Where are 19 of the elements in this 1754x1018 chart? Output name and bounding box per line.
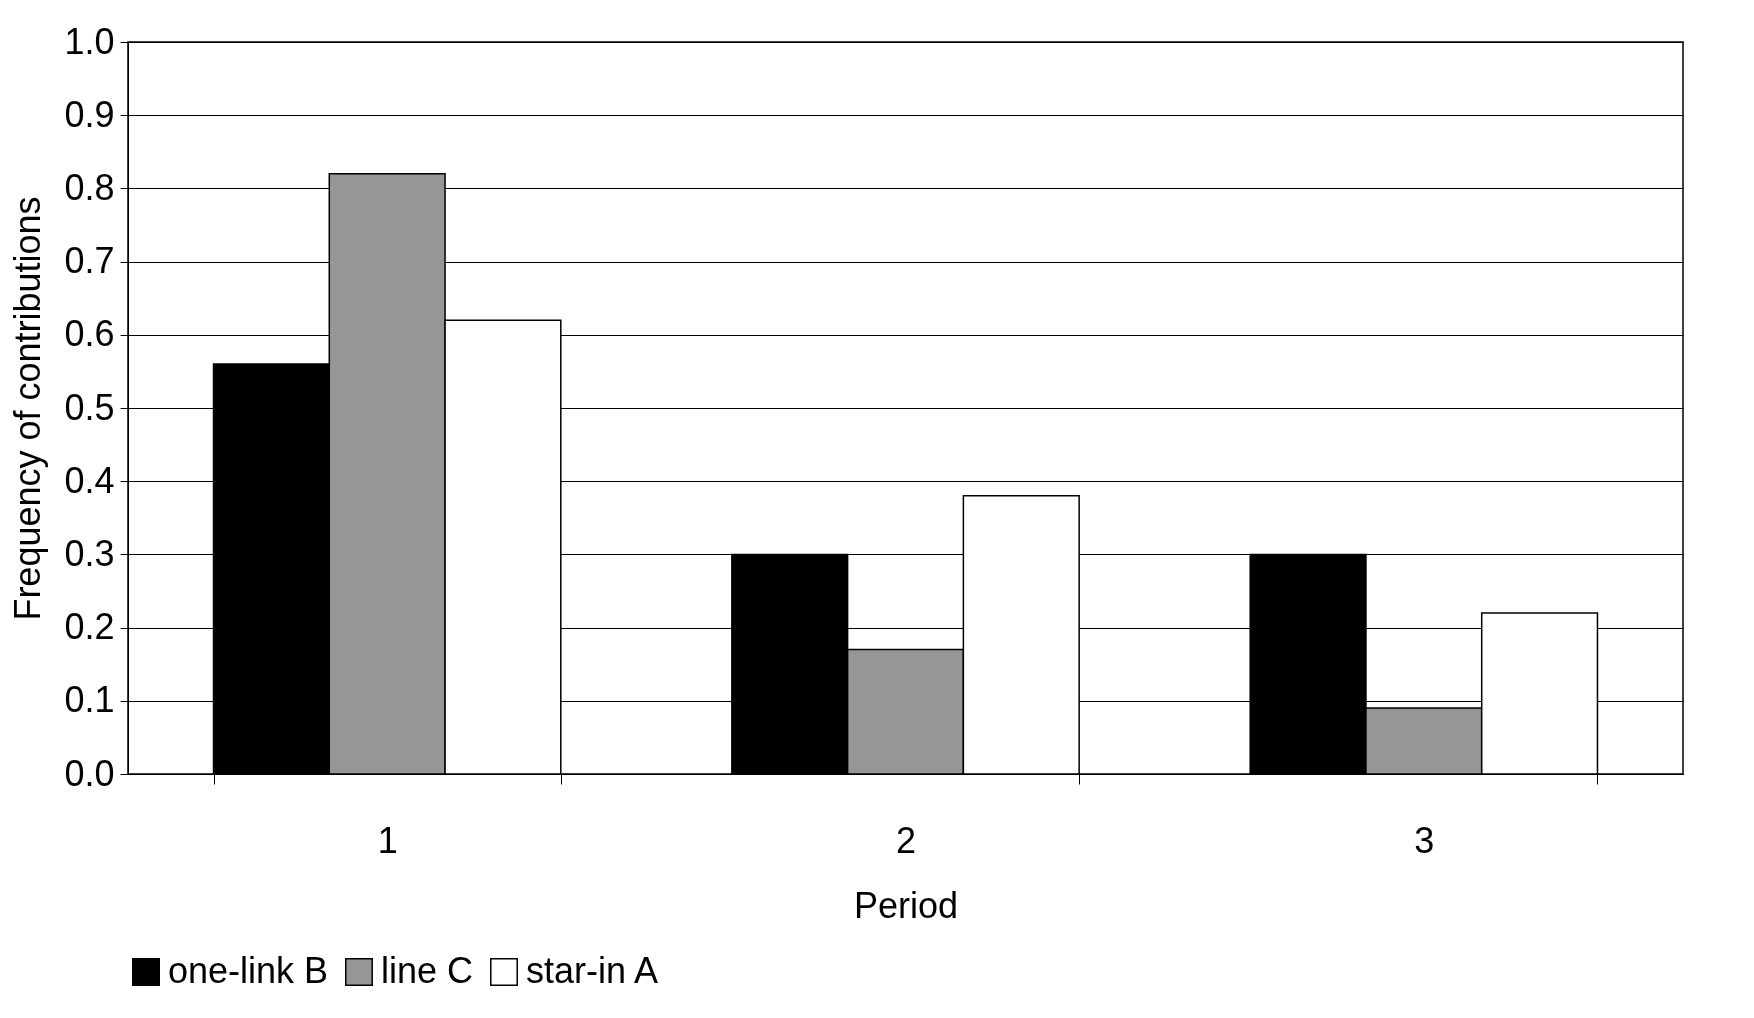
legend-label: star-in A [526, 950, 659, 991]
y-tick-label: 1.0 [64, 20, 115, 62]
legend-label: line C [381, 950, 474, 991]
y-tick-label: 0.6 [64, 313, 115, 355]
x-tick-label: 1 [377, 819, 398, 861]
legend-label: one-link B [168, 950, 329, 991]
y-tick-label: 0.1 [64, 679, 115, 721]
x-axis-title: Period [853, 884, 959, 926]
y-tick-label: 0.8 [64, 166, 115, 208]
y-axis-title: Frequency of contributions [7, 196, 49, 621]
y-tick-label: 0.3 [64, 532, 115, 574]
y-tick-label: 0.4 [64, 459, 115, 501]
y-tick-label: 0.2 [64, 606, 115, 648]
x-tick-label: 3 [1414, 819, 1435, 861]
y-tick-label: 0.7 [64, 240, 115, 282]
y-tick-label: 0.0 [64, 752, 115, 794]
y-tick-label: 0.9 [64, 93, 115, 135]
y-tick-label: 0.5 [64, 386, 115, 428]
x-tick-label: 2 [895, 819, 917, 861]
